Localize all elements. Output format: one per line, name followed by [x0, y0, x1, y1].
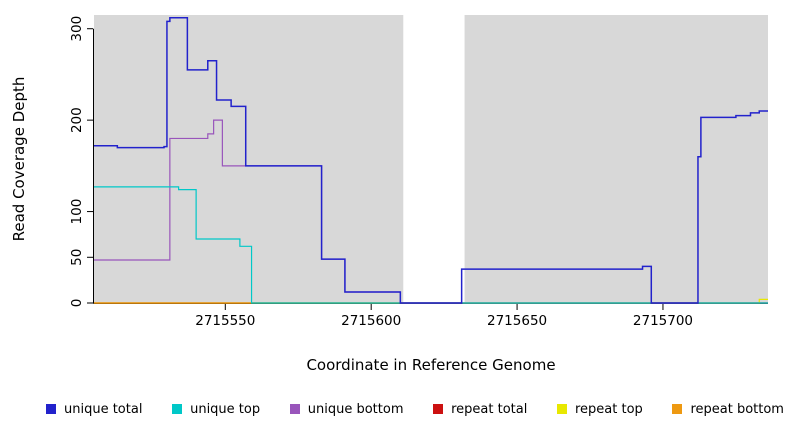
x-tick-label: 2715550	[195, 313, 255, 329]
y-axis-title: Read Coverage Depth	[10, 76, 28, 242]
legend-swatch-icon	[672, 404, 683, 414]
legend-label: repeat top	[575, 401, 643, 417]
legend-item: repeat total	[433, 402, 527, 417]
legend-swatch-icon	[433, 404, 444, 414]
legend-item: repeat top	[557, 402, 643, 417]
coverage-chart: 2715550 2715600 2715650 2715700 0 50 100 200 300	[69, 15, 768, 329]
legend-swatch-icon	[46, 404, 56, 414]
x-tick-label: 2715600	[341, 313, 401, 329]
legend-label: repeat total	[451, 401, 528, 417]
legend-swatch-icon	[172, 404, 183, 414]
legend-item: unique top	[172, 402, 260, 417]
legend-swatch-icon	[289, 404, 300, 414]
series-line-unique-total	[94, 16, 768, 304]
legend-swatch-icon	[557, 404, 567, 414]
y-tick-label: 0	[69, 299, 85, 308]
y-tick-label: 300	[69, 16, 85, 42]
x-tick-label: 2715650	[487, 313, 547, 329]
y-tick-label: 200	[69, 107, 85, 133]
x-axis-title: Coordinate in Reference Genome	[306, 356, 556, 374]
legend-label: repeat bottom	[690, 401, 784, 417]
legend-item: repeat bottom	[672, 402, 784, 417]
legend-item: unique bottom	[289, 401, 404, 417]
chart-legend: unique total unique top unique bottom repea…	[46, 399, 784, 419]
legend-label: unique bottom	[307, 401, 404, 417]
legend-label: unique total	[64, 401, 143, 417]
legend-label: unique top	[190, 401, 261, 417]
y-tick-label: 100	[69, 199, 85, 225]
x-tick-label: 2715700	[633, 313, 693, 329]
series-line-unique-top	[94, 186, 768, 304]
no-data-band	[403, 15, 465, 303]
legend-item: unique total	[46, 402, 142, 417]
y-tick-label: 50	[69, 249, 85, 266]
